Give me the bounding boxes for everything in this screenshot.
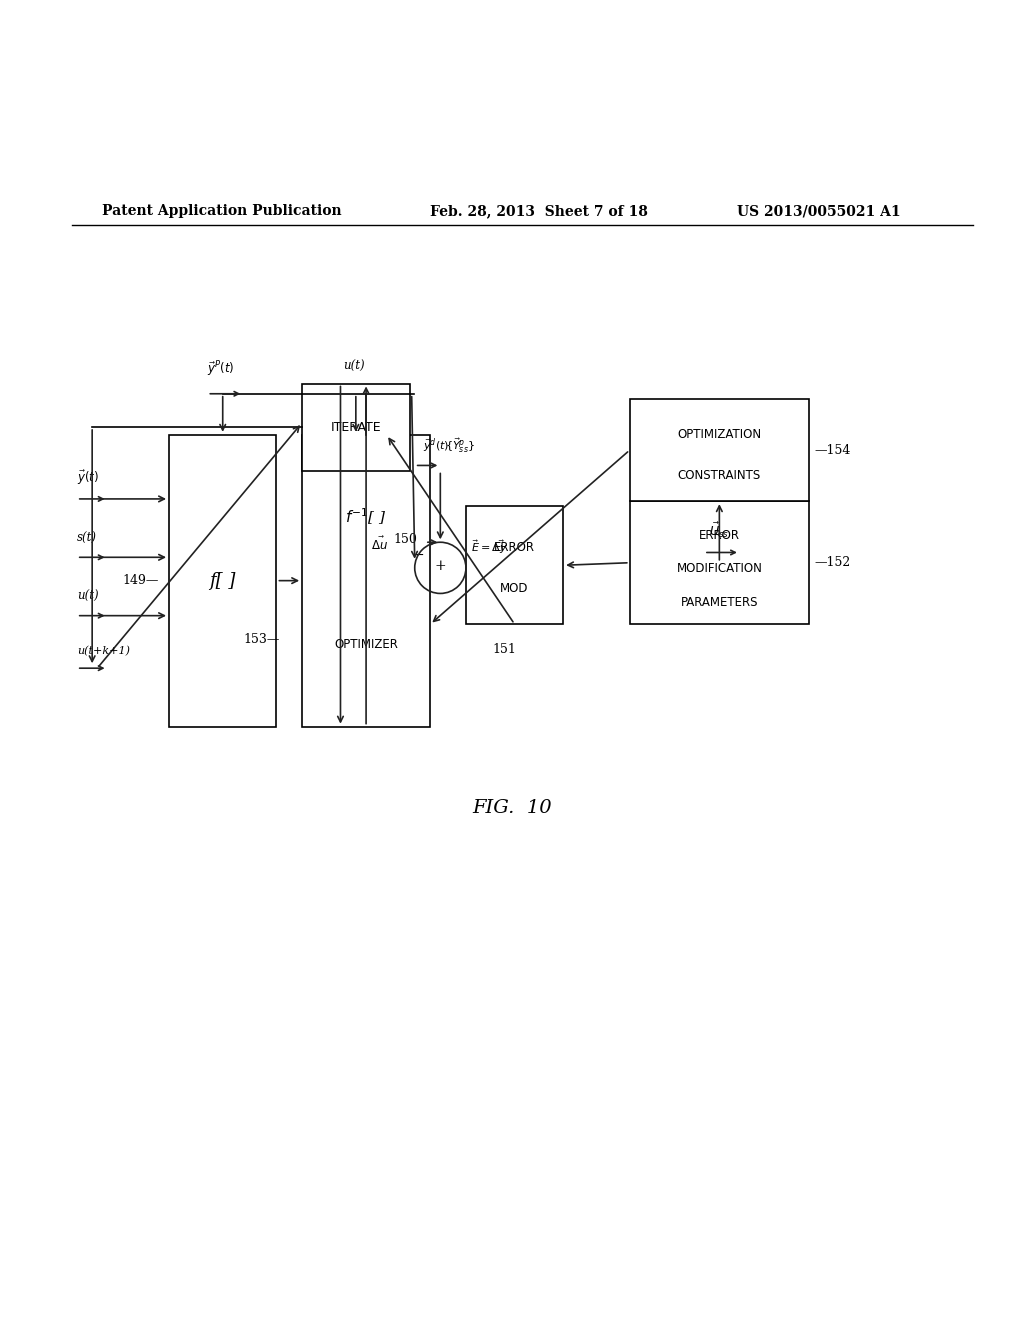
- Text: OPTIMIZER: OPTIMIZER: [334, 639, 398, 651]
- Text: +: +: [434, 558, 446, 573]
- Text: CONSTRAINTS: CONSTRAINTS: [678, 469, 761, 482]
- Text: ERROR: ERROR: [698, 529, 740, 543]
- Text: PARAMETERS: PARAMETERS: [681, 595, 758, 609]
- Text: s(t): s(t): [77, 532, 97, 545]
- Text: ERROR: ERROR: [494, 541, 536, 554]
- Text: $\{\vec{Y}^{p}_{ss}\}$: $\{\vec{Y}^{p}_{ss}\}$: [445, 437, 475, 455]
- Text: MOD: MOD: [501, 582, 528, 595]
- FancyBboxPatch shape: [466, 507, 563, 624]
- FancyBboxPatch shape: [302, 434, 430, 726]
- FancyBboxPatch shape: [630, 502, 809, 624]
- FancyBboxPatch shape: [302, 384, 410, 470]
- Text: $f^{-1}$[ ]: $f^{-1}$[ ]: [345, 506, 387, 527]
- Text: —154: —154: [814, 444, 851, 457]
- Text: $\vec{U}_{ss}$: $\vec{U}_{ss}$: [709, 521, 729, 540]
- Text: u(t): u(t): [77, 590, 98, 603]
- Text: $\vec{\Delta u}$: $\vec{\Delta u}$: [371, 536, 388, 553]
- Text: OPTIMIZATION: OPTIMIZATION: [677, 428, 762, 441]
- Text: u(t): u(t): [343, 360, 366, 374]
- Text: $\vec{y}^{P}(t)$: $\vec{y}^{P}(t)$: [207, 360, 234, 379]
- Text: 153—: 153—: [243, 632, 280, 645]
- Text: $\vec{y}^{d}(t)$: $\vec{y}^{d}(t)$: [423, 437, 450, 455]
- Text: Feb. 28, 2013  Sheet 7 of 18: Feb. 28, 2013 Sheet 7 of 18: [430, 205, 648, 218]
- Text: $\vec{E}=\vec{\Delta y}$: $\vec{E}=\vec{\Delta y}$: [471, 537, 508, 556]
- FancyBboxPatch shape: [630, 399, 809, 502]
- Text: FIG.  10: FIG. 10: [472, 800, 552, 817]
- Text: 150: 150: [394, 533, 418, 545]
- Text: Patent Application Publication: Patent Application Publication: [102, 205, 342, 218]
- Text: 151: 151: [493, 643, 516, 656]
- Text: f[ ]: f[ ]: [210, 572, 236, 590]
- FancyBboxPatch shape: [169, 434, 276, 726]
- Text: US 2013/0055021 A1: US 2013/0055021 A1: [737, 205, 901, 218]
- Text: $\vec{y}(t)$: $\vec{y}(t)$: [77, 469, 99, 487]
- Text: MODIFICATION: MODIFICATION: [677, 562, 762, 576]
- Text: u(t+k+1): u(t+k+1): [77, 645, 130, 656]
- Text: ITERATE: ITERATE: [331, 421, 381, 433]
- Text: 149—: 149—: [123, 574, 160, 587]
- Text: −: −: [414, 549, 424, 562]
- Text: —152: —152: [814, 556, 850, 569]
